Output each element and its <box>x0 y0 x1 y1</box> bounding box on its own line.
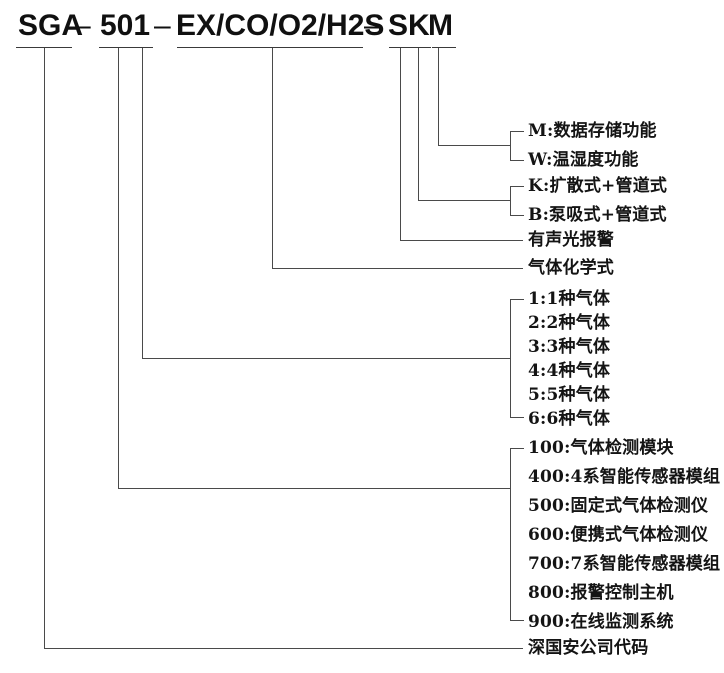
dropline-sampling <box>418 48 419 200</box>
dropline-series <box>118 48 119 488</box>
underline-501 <box>99 47 153 48</box>
connector-company-code <box>44 648 523 649</box>
connector-gas-count <box>142 358 510 359</box>
dropline-sga <box>44 48 45 648</box>
connector-alarm <box>400 240 523 241</box>
code-dash-2: – <box>154 9 171 42</box>
code-dash-3: – <box>364 9 381 42</box>
underline-sga <box>16 47 72 48</box>
dropline-gas-formula <box>272 48 273 268</box>
label-series-400: 400:4系智能传感器模组 <box>528 467 721 487</box>
label-series-700: 700:7系智能传感器模组 <box>528 554 721 574</box>
label-gas-formula: 气体化学式 <box>528 258 614 278</box>
label-company-code: 深国安公司代码 <box>528 638 649 658</box>
label-sampling-k: K:扩散式+管道式 <box>528 176 668 196</box>
dropline-storage <box>438 48 439 145</box>
label-series-900: 900:在线监测系统 <box>528 612 674 632</box>
underline-gases <box>177 47 363 48</box>
stub-series-100 <box>510 448 524 449</box>
label-series-600: 600:便携式气体检测仪 <box>528 525 709 545</box>
code-dash-1: – <box>74 9 91 42</box>
bracket-storage <box>510 131 511 160</box>
code-segment-sga: SGA <box>18 9 84 42</box>
connector-series <box>118 488 510 489</box>
label-gas-count-3: 3:3种气体 <box>528 337 611 357</box>
code-segment-gases: EX/CO/O2/H2S <box>176 9 385 42</box>
stub-sampling-k <box>510 186 524 187</box>
stub-storage-w <box>510 160 524 161</box>
label-series-100: 100:气体检测模块 <box>528 438 674 458</box>
code-segment-501: 501 <box>100 9 151 42</box>
label-gas-count-4: 4:4种气体 <box>528 361 611 381</box>
bracket-gas-count <box>510 299 511 417</box>
bracket-sampling <box>510 186 511 215</box>
stub-series-900 <box>510 620 524 621</box>
model-code-line: SGA – 501 – EX/CO/O2/H2S – SK M <box>0 8 724 52</box>
stub-gas-count-6 <box>510 417 524 418</box>
label-gas-count-6: 6:6种气体 <box>528 409 611 429</box>
label-storage-m: M:数据存储功能 <box>528 121 657 141</box>
label-alarm: 有声光报警 <box>528 230 614 250</box>
label-sampling-b: B:泵吸式+管道式 <box>528 205 667 225</box>
bracket-series <box>510 448 511 620</box>
underline-m <box>432 47 456 48</box>
stub-gas-count-1 <box>510 299 524 300</box>
label-series-500: 500:固定式气体检测仪 <box>528 496 709 516</box>
code-segment-m: M <box>428 9 453 42</box>
connector-sampling <box>418 200 510 201</box>
dropline-gas-count <box>142 48 143 358</box>
connector-storage <box>438 145 510 146</box>
connector-gas-formula <box>272 268 523 269</box>
label-gas-count-1: 1:1种气体 <box>528 289 611 309</box>
label-storage-w: W:温湿度功能 <box>528 150 639 170</box>
stub-sampling-b <box>510 215 524 216</box>
label-gas-count-5: 5:5种气体 <box>528 385 611 405</box>
underline-sk <box>389 47 431 48</box>
stub-storage-m <box>510 131 524 132</box>
code-segment-sk: SK <box>388 9 430 42</box>
label-series-800: 800:报警控制主机 <box>528 583 674 603</box>
dropline-alarm <box>400 48 401 240</box>
label-gas-count-2: 2:2种气体 <box>528 313 611 333</box>
